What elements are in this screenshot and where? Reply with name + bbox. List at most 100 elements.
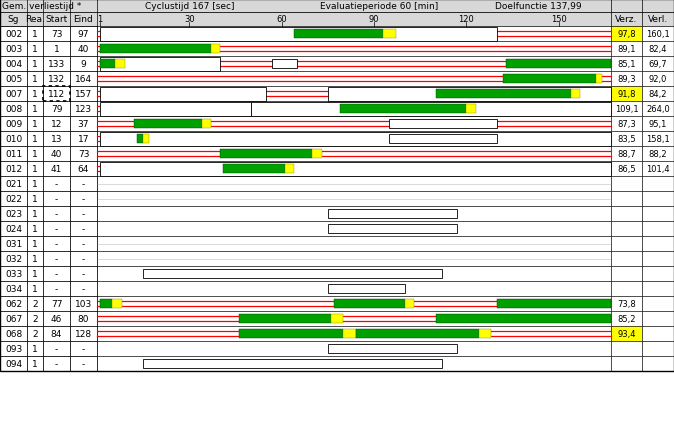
Bar [97, 296, 611, 311]
Bar [27, 87, 43, 102]
Bar [328, 284, 405, 293]
Text: 123: 123 [75, 105, 92, 114]
Bar [611, 356, 642, 371]
Bar [70, 42, 97, 57]
Text: 1: 1 [32, 210, 38, 218]
Text: 60: 60 [276, 16, 287, 24]
Text: 150: 150 [551, 16, 567, 24]
Text: 2: 2 [32, 314, 38, 323]
Text: 021: 021 [5, 180, 22, 188]
Bar [390, 135, 497, 144]
Bar [143, 135, 150, 144]
Bar [0, 117, 674, 132]
Bar [43, 191, 70, 207]
Text: -: - [82, 254, 85, 263]
Text: 1: 1 [32, 75, 38, 84]
Text: 033: 033 [5, 270, 22, 278]
Text: 40: 40 [51, 150, 62, 159]
Text: 1: 1 [32, 60, 38, 69]
Text: 120: 120 [458, 16, 474, 24]
Bar [0, 177, 27, 191]
Bar [27, 177, 43, 191]
Bar [27, 147, 43, 161]
Bar [100, 45, 211, 54]
Text: 2: 2 [32, 299, 38, 308]
Bar [43, 237, 70, 251]
Text: -: - [55, 270, 58, 278]
Bar [70, 356, 97, 371]
Bar [503, 75, 596, 84]
Text: 73,8: 73,8 [617, 299, 636, 308]
Bar [642, 87, 674, 102]
Bar [611, 326, 642, 341]
Bar [0, 42, 674, 57]
Text: 73: 73 [78, 150, 89, 159]
Bar [27, 281, 43, 296]
Bar [0, 87, 674, 102]
Bar [642, 57, 674, 72]
Bar [97, 147, 611, 161]
Text: 1: 1 [32, 164, 38, 174]
Bar [0, 296, 674, 311]
Bar [70, 177, 97, 191]
Text: -: - [82, 224, 85, 233]
Bar [0, 207, 674, 221]
Text: -: - [55, 254, 58, 263]
Bar [611, 72, 642, 87]
Bar [0, 281, 27, 296]
Text: 1: 1 [98, 16, 102, 24]
Text: -: - [55, 284, 58, 293]
Bar [0, 147, 674, 161]
Bar [642, 341, 674, 356]
Text: -: - [55, 344, 58, 353]
Bar [642, 266, 674, 281]
Bar [70, 266, 97, 281]
Text: 1: 1 [54, 45, 59, 54]
Bar [356, 329, 479, 339]
Text: 003: 003 [5, 45, 22, 54]
Bar [27, 161, 43, 177]
Bar [611, 191, 642, 207]
Bar [43, 87, 70, 102]
Bar [0, 326, 27, 341]
Bar [328, 210, 457, 218]
Bar [100, 27, 497, 41]
Text: 1: 1 [32, 135, 38, 144]
Text: 9: 9 [81, 60, 86, 69]
Bar [220, 149, 313, 159]
Bar [611, 27, 642, 42]
Bar [43, 341, 70, 356]
Text: 1: 1 [32, 359, 38, 368]
Bar [331, 314, 343, 323]
Text: 88,2: 88,2 [648, 150, 667, 159]
Text: Verl.: Verl. [648, 16, 668, 24]
Bar [202, 120, 211, 129]
Bar [343, 329, 356, 339]
Text: 91,8: 91,8 [617, 90, 636, 99]
Text: 13: 13 [51, 135, 62, 144]
Bar [0, 281, 674, 296]
Bar [43, 221, 70, 237]
Bar [97, 132, 611, 147]
Bar [211, 45, 220, 54]
Bar [596, 75, 602, 84]
Bar [43, 72, 70, 87]
Bar [97, 42, 611, 57]
Bar [43, 27, 70, 42]
Bar [0, 237, 27, 251]
Bar [642, 251, 674, 266]
Bar [642, 147, 674, 161]
Text: 1: 1 [32, 344, 38, 353]
Bar [611, 177, 642, 191]
Bar [0, 191, 674, 207]
Bar [70, 132, 97, 147]
Bar [70, 147, 97, 161]
Text: 011: 011 [5, 150, 22, 159]
Bar [0, 72, 674, 87]
Bar [328, 87, 611, 101]
Bar [313, 149, 321, 159]
Bar [100, 162, 611, 176]
Bar [113, 299, 121, 309]
Text: 84: 84 [51, 329, 62, 338]
Bar [642, 132, 674, 147]
